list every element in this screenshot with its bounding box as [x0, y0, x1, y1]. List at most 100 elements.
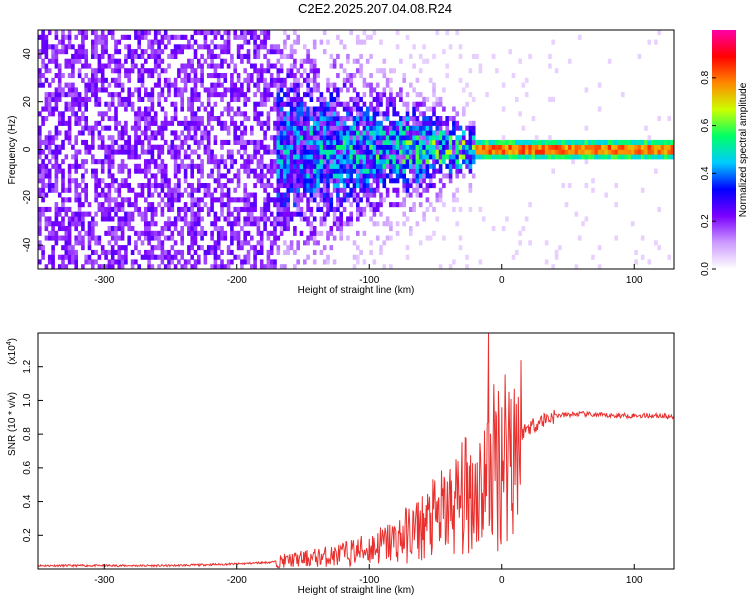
heatmap-cell — [289, 87, 294, 93]
heatmap-cell — [117, 235, 122, 241]
heatmap-cell — [64, 44, 69, 50]
heatmap-cell — [306, 77, 310, 83]
heatmap-cell — [137, 163, 141, 169]
colorbar-tick-label: 0.4 — [700, 166, 711, 180]
heatmap-cell — [266, 92, 271, 98]
heatmap-cell — [173, 53, 178, 59]
heatmap-cell — [157, 96, 161, 102]
heatmap-cell — [117, 149, 122, 155]
heatmap-cell — [577, 139, 582, 145]
heatmap-cell — [187, 44, 191, 50]
heatmap-cell — [197, 125, 201, 131]
heatmap-cell — [233, 254, 237, 260]
heatmap-cell — [491, 139, 496, 145]
heatmap-cell — [216, 82, 221, 88]
heatmap-cell — [107, 53, 112, 59]
heatmap-cell — [197, 120, 201, 126]
heatmap-cell — [468, 130, 473, 136]
heatmap-cell — [180, 68, 184, 74]
heatmap-cell — [316, 206, 320, 212]
heatmap-cell — [61, 44, 65, 50]
heatmap-cell — [216, 63, 221, 69]
heatmap-cell — [286, 53, 290, 59]
heatmap-cell — [432, 87, 436, 93]
heatmap-cell — [521, 226, 526, 232]
heatmap-cell — [352, 101, 357, 107]
heatmap-cell — [94, 92, 98, 98]
heatmap-cell — [647, 39, 652, 45]
heatmap-cell — [349, 106, 353, 112]
heatmap-cell — [57, 77, 62, 83]
heatmap-cell — [193, 96, 198, 102]
heatmap-cell — [67, 173, 72, 179]
heatmap-cell — [379, 135, 383, 141]
heatmap-cell — [259, 183, 264, 189]
heatmap-cell — [279, 216, 284, 222]
heatmap-cell — [44, 183, 49, 189]
heatmap-cell — [200, 73, 204, 79]
heatmap-cell — [41, 106, 45, 112]
heatmap-cell — [144, 254, 148, 260]
heatmap-cell — [296, 120, 300, 126]
heatmap-cell — [329, 92, 334, 98]
heatmap-cell — [160, 197, 165, 203]
heatmap-cell — [611, 149, 615, 155]
heatmap-cell — [206, 53, 211, 59]
heatmap-cell — [226, 63, 231, 69]
heatmap-cell — [177, 73, 181, 79]
heatmap-cell — [77, 206, 82, 212]
heatmap-cell — [336, 144, 340, 150]
heatmap-cell — [644, 154, 648, 160]
heatmap-cell — [250, 63, 254, 69]
heatmap-cell — [445, 139, 449, 145]
heatmap-cell — [283, 264, 287, 270]
heatmap-cell — [279, 101, 284, 107]
heatmap-cell — [100, 63, 105, 69]
heatmap-cell — [150, 92, 155, 98]
heatmap-cell — [206, 154, 211, 160]
heatmap-cell — [51, 221, 55, 227]
heatmap-cell — [203, 249, 208, 255]
heatmap-cell — [180, 101, 184, 107]
heatmap-cell — [306, 139, 310, 145]
heatmap-cell — [74, 163, 78, 169]
heatmap-cell — [163, 202, 168, 208]
heatmap-cell — [67, 87, 72, 93]
heatmap-cell — [551, 264, 555, 270]
heatmap-cell — [412, 120, 416, 126]
heatmap-cell — [187, 206, 191, 212]
heatmap-cell — [445, 154, 449, 160]
heatmap-cell — [518, 230, 522, 236]
heatmap-cell — [299, 63, 304, 69]
heatmap-cell — [445, 63, 449, 69]
heatmap-cell — [127, 202, 131, 208]
heatmap-cell — [312, 259, 317, 265]
heatmap-cell — [322, 116, 327, 122]
heatmap-cell — [91, 221, 95, 227]
heatmap-cell — [77, 44, 82, 50]
heatmap-cell — [296, 183, 300, 189]
heatmap-cell — [114, 49, 118, 55]
heatmap-cell — [326, 202, 330, 208]
heatmap-cell — [193, 49, 198, 55]
heatmap-cell — [501, 135, 506, 141]
heatmap-cell — [134, 130, 138, 136]
heatmap-cell — [375, 168, 380, 174]
heatmap-cell — [428, 125, 433, 131]
heatmap-cell — [336, 101, 340, 107]
heatmap-cell — [67, 30, 72, 36]
heatmap-cell — [190, 202, 194, 208]
heatmap-cell — [289, 173, 294, 179]
heatmap-cell — [54, 135, 59, 141]
heatmap-cell — [253, 197, 257, 203]
heatmap-cell — [382, 125, 387, 131]
heatmap-cell — [362, 178, 367, 184]
heatmap-cell — [57, 192, 62, 198]
heatmap-cell — [97, 202, 102, 208]
heatmap-cell — [515, 149, 519, 155]
heatmap-cell — [293, 49, 297, 55]
heatmap-cell — [213, 63, 218, 69]
heatmap-cell — [137, 249, 141, 255]
heatmap-cell — [349, 211, 353, 217]
heatmap-cell — [197, 139, 201, 145]
